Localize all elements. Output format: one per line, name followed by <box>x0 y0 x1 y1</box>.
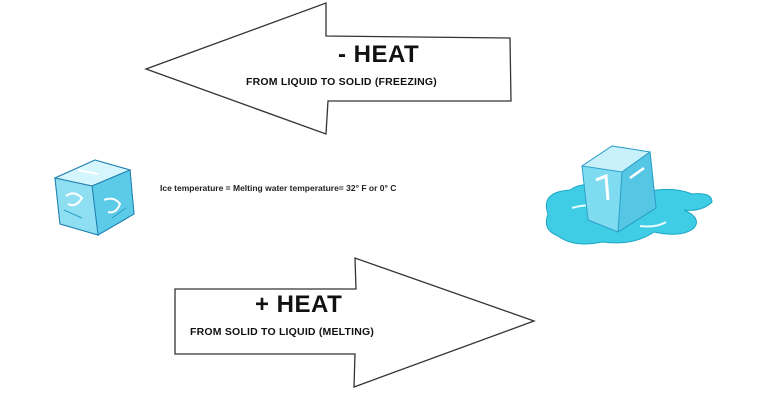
freezing-arrow <box>144 2 512 135</box>
melting-subtitle: FROM SOLID TO LIQUID (MELTING) <box>190 326 375 338</box>
melting-arrow <box>174 257 536 388</box>
melting-ice-icon <box>545 145 713 245</box>
ice-cube-icon <box>53 159 135 236</box>
melting-title: + HEAT <box>255 291 343 318</box>
freezing-title: - HEAT <box>338 41 420 68</box>
temperature-equation: Ice temperature = Melting water temperat… <box>160 183 397 193</box>
freezing-subtitle: FROM LIQUID TO SOLID (FREEZING) <box>246 76 437 88</box>
